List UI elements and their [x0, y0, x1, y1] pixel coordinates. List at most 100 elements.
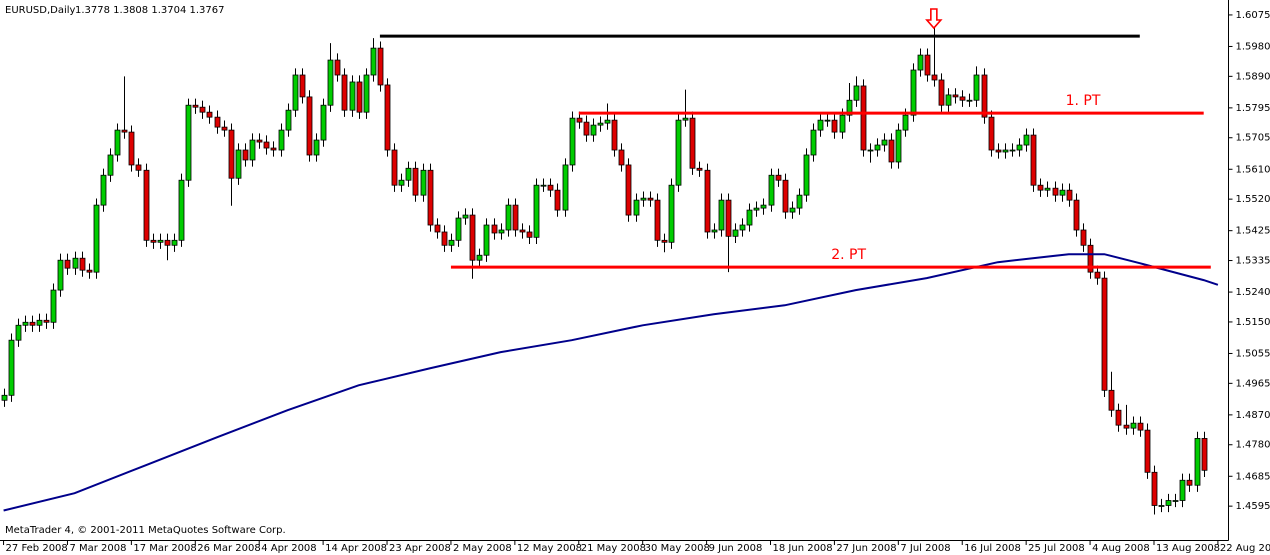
candle-body: [732, 229, 739, 237]
candle-body: [533, 184, 540, 238]
candle-body: [128, 131, 135, 166]
candle-body: [803, 154, 810, 196]
candle-body: [270, 147, 277, 151]
candle-body: [206, 111, 213, 118]
y-tick-label: 1.4780: [1236, 440, 1270, 451]
candle-body: [1115, 409, 1122, 426]
ohlc-text: 1.3778 1.3808 1.3704 1.3767: [75, 5, 225, 16]
footer: MetaTrader 4, © 2001-2011 MetaQuotes Sof…: [5, 525, 286, 536]
y-tick-label: 1.6075: [1236, 10, 1270, 21]
x-tick-label: 9 Jun 2008: [709, 543, 763, 554]
x-tick-label: 7 Jul 2008: [900, 543, 950, 554]
candle-body: [1201, 438, 1208, 471]
candle-body: [1023, 134, 1030, 146]
y-tick-label: 1.5240: [1236, 287, 1270, 298]
candle-body: [768, 174, 775, 206]
y-tick-label: 1.5150: [1236, 317, 1270, 328]
candle-body: [853, 85, 860, 101]
y-tick-label: 1.5425: [1236, 226, 1270, 237]
candle-body: [199, 106, 206, 113]
candle-body: [654, 199, 661, 241]
x-tick-label: 4 Apr 2008: [261, 543, 316, 554]
candle-body: [93, 204, 100, 273]
candle-body: [405, 167, 412, 181]
candle-body: [689, 117, 696, 169]
candle-body: [725, 199, 732, 237]
candle-body: [476, 254, 483, 261]
candle-body: [995, 149, 1002, 153]
candle-body: [214, 116, 221, 128]
candle-body: [412, 167, 419, 196]
candle-body: [235, 149, 242, 179]
candle-body: [938, 79, 945, 106]
candle-body: [278, 129, 285, 151]
candle-body: [519, 229, 526, 233]
candle-body: [562, 164, 569, 211]
candle-body: [1030, 134, 1037, 186]
candle-body: [1186, 479, 1193, 486]
candle-body: [1137, 422, 1144, 431]
candle-body: [377, 47, 384, 86]
x-tick-label: 17 Mar 2008: [133, 543, 196, 554]
candle-body: [1037, 184, 1044, 191]
candle-body: [945, 94, 952, 106]
candle-body: [824, 119, 831, 122]
y-tick-label: 1.5610: [1236, 164, 1270, 175]
y-tick-label: 1.5520: [1236, 194, 1270, 205]
candle-body: [36, 319, 43, 326]
candle-body: [1158, 505, 1165, 507]
x-tick-label: 27 Feb 2008: [6, 543, 68, 554]
candle-body: [789, 207, 796, 213]
x-tick-label: 12 May 2008: [517, 543, 582, 554]
x-tick-label: 23 Apr 2008: [389, 543, 451, 554]
candle-body: [1101, 277, 1108, 391]
candle-body: [1179, 479, 1186, 501]
candle-body: [640, 197, 647, 201]
y-tick-label: 1.5705: [1236, 133, 1270, 144]
candle-body: [625, 164, 632, 216]
candle-body: [1002, 149, 1009, 153]
candle-body: [157, 239, 164, 243]
candle-body: [384, 84, 391, 151]
x-tick-label: 7 Mar 2008: [69, 543, 126, 554]
candle-body: [597, 122, 604, 126]
x-tick-label: 14 Apr 2008: [325, 543, 387, 554]
candle-body: [959, 96, 966, 101]
candle-body: [931, 74, 938, 81]
candle-body: [1151, 471, 1158, 506]
candle-body: [491, 224, 498, 234]
candle-body: [22, 321, 29, 326]
candle-body: [775, 174, 782, 181]
candle-body: [292, 74, 299, 111]
candle-body: [682, 117, 689, 121]
candle-body: [1172, 500, 1179, 502]
candle-body: [370, 47, 377, 76]
y-tick-label: 1.5795: [1236, 103, 1270, 114]
candle-body: [221, 126, 228, 131]
candle-body: [448, 239, 455, 246]
y-tick-label: 1.4685: [1236, 471, 1270, 482]
candle-body: [526, 231, 533, 238]
candle-body: [540, 184, 547, 187]
x-tick-label: 18 Jun 2008: [773, 543, 833, 554]
candle-body: [285, 109, 292, 131]
candle-body: [79, 257, 86, 271]
candle-body: [675, 119, 682, 186]
candle-body: [306, 96, 313, 156]
candle-body: [391, 149, 398, 186]
candle-body: [29, 321, 36, 326]
y-tick-label: 1.5980: [1236, 41, 1270, 52]
candle-body: [760, 204, 767, 209]
x-tick-label: 2 May 2008: [453, 543, 512, 554]
x-tick-label: 13 Aug 2008: [1156, 543, 1220, 554]
y-tick-label: 1.5055: [1236, 348, 1270, 359]
candle-body: [917, 54, 924, 71]
candle-body: [704, 169, 711, 233]
candle-body: [57, 259, 64, 291]
candle-body: [455, 217, 462, 241]
candle-body: [242, 149, 249, 161]
candle-body: [924, 54, 931, 76]
candle-body: [611, 119, 618, 151]
candle-body: [1080, 229, 1087, 246]
candle-body: [633, 199, 640, 216]
